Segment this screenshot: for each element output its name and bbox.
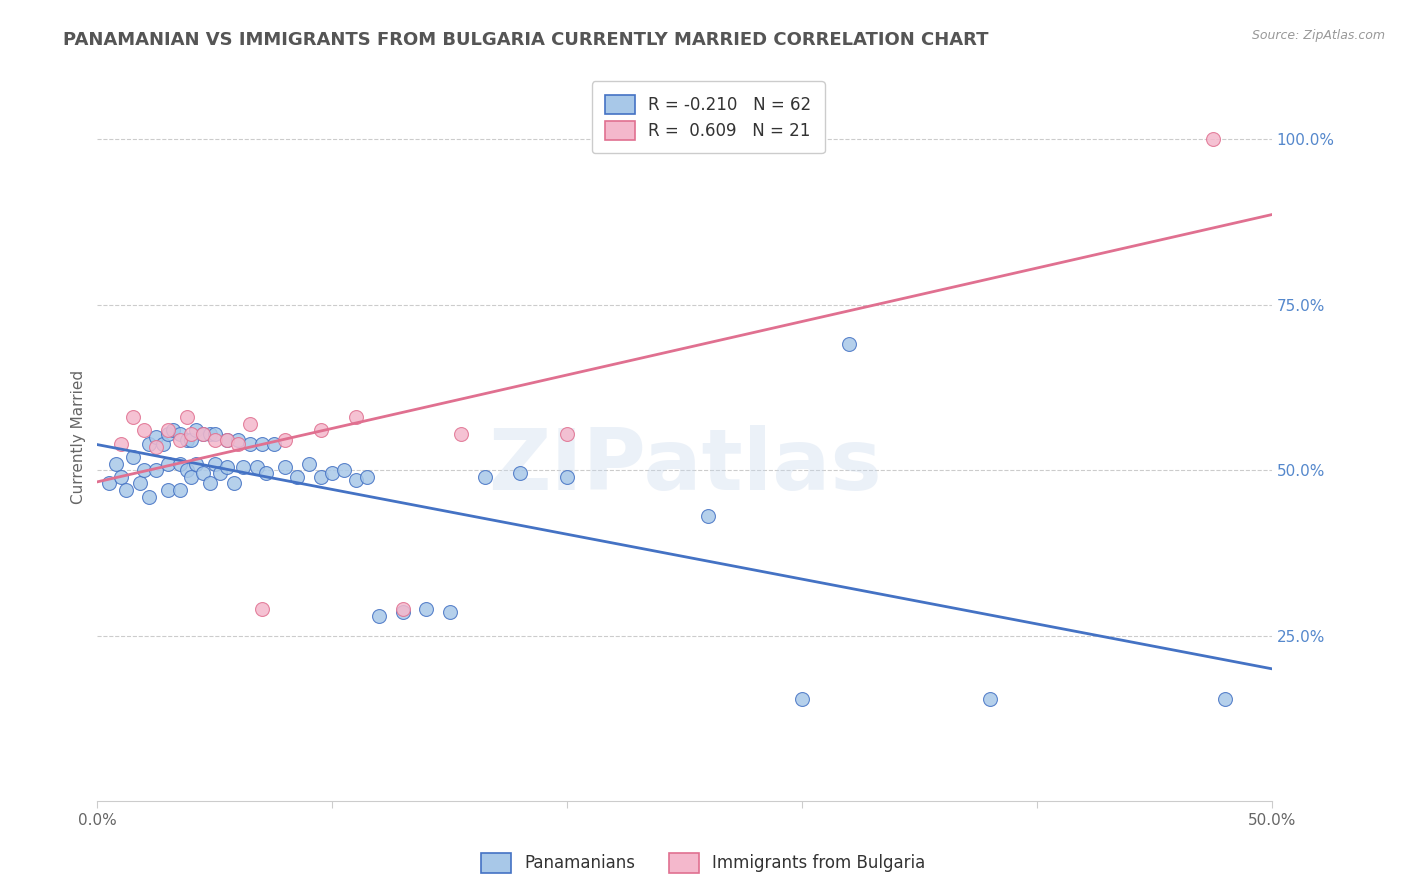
Point: [356, 470, 378, 484]
Point: [555, 426, 578, 441]
Point: [105, 457, 128, 471]
Point: [439, 606, 461, 620]
Point: [474, 470, 496, 484]
Point: [176, 410, 198, 425]
Point: [215, 434, 238, 448]
Point: [979, 691, 1001, 706]
Y-axis label: Currently Married: Currently Married: [72, 370, 86, 504]
Point: [134, 424, 156, 438]
Point: [162, 424, 184, 438]
Point: [226, 434, 249, 448]
Point: [344, 473, 367, 487]
Point: [169, 457, 191, 471]
Point: [169, 426, 191, 441]
Point: [274, 434, 297, 448]
Point: [156, 483, 179, 497]
Point: [246, 459, 269, 474]
Point: [298, 457, 321, 471]
Text: ZIPatlas: ZIPatlas: [488, 425, 882, 508]
Point: [274, 459, 297, 474]
Point: [222, 476, 245, 491]
Point: [838, 337, 860, 351]
Point: [250, 602, 273, 616]
Point: [138, 490, 160, 504]
Point: [191, 426, 214, 441]
Point: [198, 476, 221, 491]
Point: [121, 450, 143, 464]
Point: [191, 467, 214, 481]
Point: [176, 463, 198, 477]
Point: [1202, 132, 1225, 146]
Point: [156, 457, 179, 471]
Point: [232, 459, 254, 474]
Point: [391, 602, 413, 616]
Point: [121, 410, 143, 425]
Point: [169, 434, 191, 448]
Point: [204, 434, 226, 448]
Point: [184, 424, 207, 438]
Point: [145, 463, 167, 477]
Point: [368, 608, 391, 623]
Point: [226, 436, 249, 450]
Point: [110, 470, 132, 484]
Point: [415, 602, 437, 616]
Point: [169, 483, 191, 497]
Point: [391, 606, 413, 620]
Point: [1213, 691, 1236, 706]
Point: [344, 410, 367, 425]
Text: Source: ZipAtlas.com: Source: ZipAtlas.com: [1251, 29, 1385, 42]
Point: [98, 476, 121, 491]
Point: [509, 467, 531, 481]
Point: [239, 436, 262, 450]
Point: [215, 434, 238, 448]
Point: [555, 470, 578, 484]
Point: [156, 424, 179, 438]
Legend: R = -0.210   N = 62, R =  0.609   N = 21: R = -0.210 N = 62, R = 0.609 N = 21: [592, 81, 825, 153]
Point: [180, 426, 202, 441]
Point: [180, 470, 202, 484]
Point: [134, 463, 156, 477]
Point: [697, 509, 720, 524]
Point: [250, 436, 273, 450]
Point: [152, 436, 174, 450]
Point: [145, 430, 167, 444]
Point: [138, 436, 160, 450]
Point: [215, 459, 238, 474]
Point: [309, 470, 332, 484]
Point: [256, 467, 278, 481]
Point: [239, 417, 262, 431]
Legend: Panamanians, Immigrants from Bulgaria: Panamanians, Immigrants from Bulgaria: [474, 847, 932, 880]
Point: [145, 440, 167, 454]
Point: [128, 476, 150, 491]
Point: [204, 426, 226, 441]
Point: [321, 467, 343, 481]
Point: [450, 426, 472, 441]
Point: [184, 457, 207, 471]
Point: [208, 467, 231, 481]
Point: [204, 457, 226, 471]
Point: [263, 436, 285, 450]
Point: [176, 434, 198, 448]
Point: [110, 436, 132, 450]
Point: [285, 470, 308, 484]
Point: [198, 426, 221, 441]
Point: [114, 483, 136, 497]
Point: [309, 424, 332, 438]
Point: [180, 434, 202, 448]
Point: [191, 426, 214, 441]
Text: PANAMANIAN VS IMMIGRANTS FROM BULGARIA CURRENTLY MARRIED CORRELATION CHART: PANAMANIAN VS IMMIGRANTS FROM BULGARIA C…: [63, 31, 988, 49]
Point: [333, 463, 356, 477]
Point: [790, 691, 813, 706]
Point: [156, 426, 179, 441]
